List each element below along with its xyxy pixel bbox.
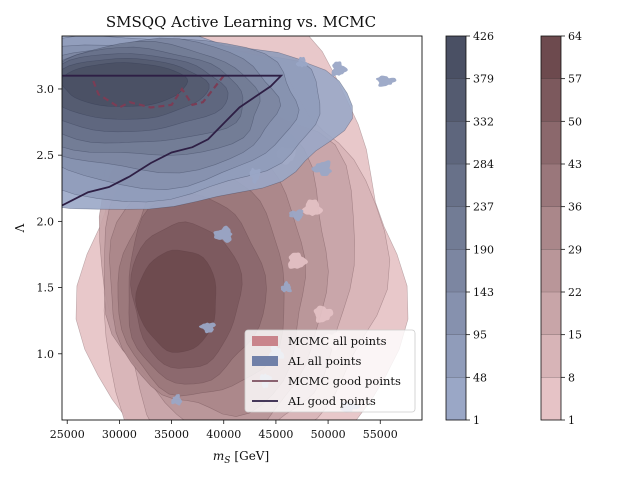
x-tick-label: 50000 bbox=[311, 428, 346, 441]
colorbar-al: 1 48 95 143 190 237 284 332 379 426 bbox=[445, 30, 494, 427]
colorbar-segment bbox=[541, 206, 561, 250]
colorbar-segment bbox=[446, 334, 466, 378]
colorbar-segment bbox=[446, 377, 466, 421]
x-axis-ticks: 25000 30000 35000 40000 45000 50000 55000 bbox=[50, 420, 398, 441]
x-tick-label: 55000 bbox=[363, 428, 398, 441]
colorbar-frame bbox=[445, 35, 467, 421]
al-island bbox=[375, 75, 397, 87]
colorbar-tick-label: 143 bbox=[473, 286, 494, 299]
al-island bbox=[331, 61, 348, 77]
colorbar-tick-label: 22 bbox=[568, 286, 582, 299]
colorbar-segment bbox=[541, 78, 561, 122]
y-tick-label: 1.5 bbox=[37, 282, 55, 295]
al-island bbox=[311, 160, 332, 176]
colorbar-segment bbox=[446, 36, 466, 79]
colorbar-frame bbox=[540, 35, 562, 421]
colorbar-segment bbox=[541, 36, 561, 79]
x-axis-label: mS [GeV] bbox=[213, 449, 269, 466]
mcmc-island bbox=[313, 305, 334, 323]
colorbar-segment bbox=[541, 249, 561, 293]
mcmc-contour-level bbox=[135, 249, 217, 353]
colorbar-segment bbox=[541, 164, 561, 207]
legend-label: AL good points bbox=[287, 394, 376, 408]
colorbar-tick-label: 29 bbox=[568, 243, 582, 256]
colorbar-tick-label: 15 bbox=[568, 329, 582, 342]
colorbar-segment bbox=[541, 377, 561, 421]
x-tick-label: 45000 bbox=[258, 428, 293, 441]
colorbar-segment bbox=[541, 292, 561, 335]
colorbar-segment bbox=[446, 292, 466, 335]
chart-title: SMSQQ Active Learning vs. MCMC bbox=[106, 13, 376, 31]
colorbar-segment bbox=[446, 206, 466, 250]
legend-label: MCMC good points bbox=[288, 374, 401, 388]
colorbar-tick-label: 50 bbox=[568, 115, 582, 128]
colorbar-tick-label: 95 bbox=[473, 329, 487, 342]
al-contour-level bbox=[62, 62, 189, 107]
colorbar-tick-label: 1 bbox=[473, 414, 480, 427]
y-tick-label: 3.0 bbox=[37, 83, 55, 96]
colorbar-tick-label: 8 bbox=[568, 371, 575, 384]
colorbar-tick-label: 43 bbox=[568, 158, 582, 171]
y-tick-label: 1.0 bbox=[37, 348, 55, 361]
colorbar-tick-label: 284 bbox=[473, 158, 494, 171]
colorbar-tick-label: 1 bbox=[568, 414, 575, 427]
legend-label: AL all points bbox=[287, 354, 361, 368]
al-island bbox=[171, 394, 183, 406]
al-island bbox=[213, 225, 233, 243]
x-tick-label: 40000 bbox=[206, 428, 241, 441]
x-tick-label: 30000 bbox=[102, 428, 137, 441]
y-axis-label: Λ bbox=[13, 223, 27, 233]
colorbar-tick-label: 36 bbox=[568, 201, 582, 214]
legend: MCMC all points AL all points MCMC good po… bbox=[244, 329, 416, 413]
al-good-points-line bbox=[62, 74, 284, 207]
al-island bbox=[249, 167, 261, 184]
al-island bbox=[198, 322, 216, 334]
colorbar-tick-label: 57 bbox=[568, 73, 582, 86]
legend-swatch bbox=[252, 336, 278, 346]
al-island bbox=[289, 209, 304, 222]
good-point-lines bbox=[62, 74, 284, 207]
x-tick-label: 35000 bbox=[154, 428, 189, 441]
legend-label: MCMC all points bbox=[288, 334, 387, 348]
density-layers bbox=[62, 36, 409, 420]
mcmc-good-points-line bbox=[92, 75, 225, 109]
al-island bbox=[280, 281, 292, 293]
legend-box bbox=[244, 329, 416, 413]
legend-swatch bbox=[252, 356, 278, 366]
colorbar-segment bbox=[446, 78, 466, 122]
colorbar-tick-label: 332 bbox=[473, 115, 494, 128]
y-tick-label: 2.5 bbox=[37, 149, 55, 162]
colorbar-tick-label: 64 bbox=[568, 30, 582, 43]
colorbar-tick-label: 48 bbox=[473, 371, 487, 384]
colorbar-tick-label: 426 bbox=[473, 30, 494, 43]
y-axis-ticks: 1.0 1.5 2.0 2.5 3.0 bbox=[37, 83, 62, 361]
al-island bbox=[295, 56, 309, 68]
colorbar-segment bbox=[541, 334, 561, 378]
colorbar-tick-label: 379 bbox=[473, 73, 494, 86]
colorbar-tick-label: 190 bbox=[473, 243, 494, 256]
y-tick-label: 2.0 bbox=[37, 215, 55, 228]
x-tick-label: 25000 bbox=[50, 428, 85, 441]
colorbar-tick-label: 237 bbox=[473, 201, 494, 214]
mcmc-island bbox=[301, 199, 323, 216]
colorbar-segment bbox=[446, 164, 466, 207]
colorbar-segment bbox=[446, 121, 466, 165]
colorbar-mcmc: 1 8 15 22 29 36 43 50 57 64 bbox=[540, 30, 582, 427]
colorbar-segment bbox=[541, 121, 561, 165]
mcmc-island bbox=[288, 252, 308, 269]
plot-frame bbox=[61, 35, 423, 421]
colorbar-segment bbox=[446, 249, 466, 293]
